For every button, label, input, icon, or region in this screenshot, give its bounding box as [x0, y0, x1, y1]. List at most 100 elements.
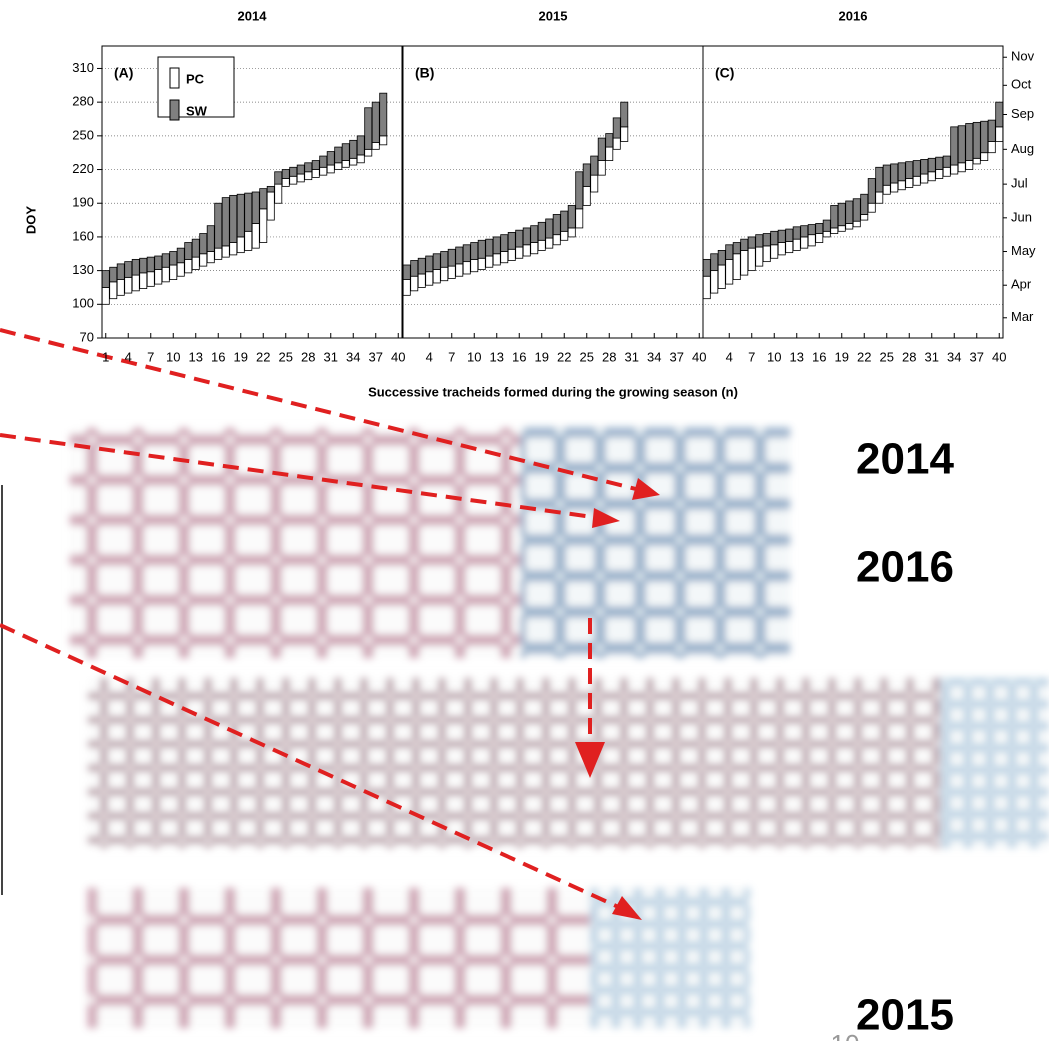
- bar-segment: [576, 209, 583, 228]
- bar-segment: [936, 170, 943, 179]
- x-tick-label: 40: [391, 349, 405, 364]
- bar-segment: [342, 161, 349, 168]
- x-tick-label: 4: [726, 349, 733, 364]
- y-tick-label: 130: [72, 262, 94, 277]
- x-tick-label: 4: [125, 349, 132, 364]
- y-tick-label: 190: [72, 195, 94, 210]
- legend-swatch: [170, 68, 179, 88]
- bar-segment: [418, 274, 425, 287]
- bar-segment: [576, 172, 583, 209]
- bar-segment: [441, 252, 448, 268]
- bar-segment: [741, 239, 748, 250]
- panel-title: 2014: [238, 8, 268, 23]
- bar-segment: [403, 265, 410, 280]
- bar-segment: [951, 165, 958, 174]
- x-tick-label: 34: [647, 349, 661, 364]
- bar-segment: [816, 234, 823, 243]
- bar-segment: [898, 163, 905, 181]
- page-number: 10: [831, 1029, 860, 1041]
- bar-segment: [380, 93, 387, 136]
- bar-segment: [598, 138, 605, 160]
- x-tick-label: 25: [880, 349, 894, 364]
- bar-segment: [808, 225, 815, 235]
- x-tick-label: 7: [748, 349, 755, 364]
- bar-segment: [823, 231, 830, 237]
- bar-segment: [981, 153, 988, 161]
- bar-segment: [831, 228, 838, 234]
- bar-segment: [831, 205, 838, 227]
- bar-segment: [426, 256, 433, 272]
- bar-segment: [606, 134, 613, 147]
- bar-segment: [290, 167, 297, 176]
- bar-segment: [771, 231, 778, 244]
- x-tick-label: 34: [346, 349, 360, 364]
- bar-segment: [140, 258, 147, 273]
- bar-segment: [230, 243, 237, 255]
- bar-segment: [501, 235, 508, 252]
- x-tick-label: 25: [279, 349, 293, 364]
- bar-segment: [808, 235, 815, 246]
- bar-segment: [816, 223, 823, 233]
- bar-segment: [763, 246, 770, 262]
- bar-segment: [448, 249, 455, 266]
- bar-segment: [463, 245, 470, 262]
- bar-segment: [177, 263, 184, 276]
- bar-segment: [591, 156, 598, 175]
- bar-segment: [327, 152, 334, 165]
- bar-segment: [966, 161, 973, 170]
- bar-segment: [546, 219, 553, 238]
- x-tick-label: 22: [557, 349, 571, 364]
- bar-segment: [350, 140, 357, 158]
- bar-segment: [921, 159, 928, 174]
- x-tick-label: 31: [925, 349, 939, 364]
- bar-segment: [147, 257, 154, 272]
- bar-segment: [523, 228, 530, 245]
- x-tick-label: 37: [369, 349, 383, 364]
- bar-segment: [140, 273, 147, 289]
- bar-segment: [305, 163, 312, 172]
- bar-segment: [756, 235, 763, 247]
- bar-segment: [290, 176, 297, 184]
- bar-segment: [621, 127, 628, 142]
- x-tick-label: 25: [580, 349, 594, 364]
- bar-segment: [921, 174, 928, 183]
- x-tick-label: 22: [256, 349, 270, 364]
- bar-segment: [801, 226, 808, 237]
- bar-segment: [260, 209, 267, 243]
- bar-segment: [162, 267, 169, 282]
- bar-segment: [876, 192, 883, 203]
- bar-segment: [456, 264, 463, 276]
- x-tick-label: 13: [790, 349, 804, 364]
- bar-segment: [486, 239, 493, 256]
- figure: 2014 2016 2015 10 7010013016019022025028…: [0, 0, 1049, 1041]
- bar-segment: [245, 231, 252, 250]
- bar-segment: [508, 249, 515, 260]
- bar-segment: [170, 265, 177, 280]
- bar-segment: [102, 271, 109, 288]
- x-tick-label: 19: [535, 349, 549, 364]
- bar-segment: [958, 163, 965, 172]
- bar-segment: [245, 193, 252, 231]
- bar-segment: [200, 234, 207, 254]
- bar-segment: [988, 141, 995, 152]
- bar-segment: [568, 205, 575, 227]
- page: 2014 2016 2015 10 7010013016019022025028…: [0, 0, 1049, 1041]
- x-tick-label: 10: [467, 349, 481, 364]
- bar-segment: [110, 282, 117, 299]
- x-tick-label: 31: [625, 349, 639, 364]
- bar-segment: [357, 136, 364, 155]
- bar-segment: [170, 252, 177, 265]
- panel-title: 2016: [839, 8, 868, 23]
- panel-frame: [403, 46, 703, 338]
- bar-segment: [748, 248, 755, 270]
- bar-segment: [215, 203, 222, 248]
- y2-tick-label: Apr: [1011, 277, 1032, 292]
- bar-segment: [906, 179, 913, 188]
- y2-tick-label: Jun: [1011, 209, 1032, 224]
- bar-segment: [320, 167, 327, 175]
- bar-segment: [117, 280, 124, 296]
- bar-segment: [778, 243, 785, 255]
- micrograph-label: 2016: [856, 543, 954, 592]
- bar-segment: [237, 237, 244, 253]
- y-tick-label: 250: [72, 127, 94, 142]
